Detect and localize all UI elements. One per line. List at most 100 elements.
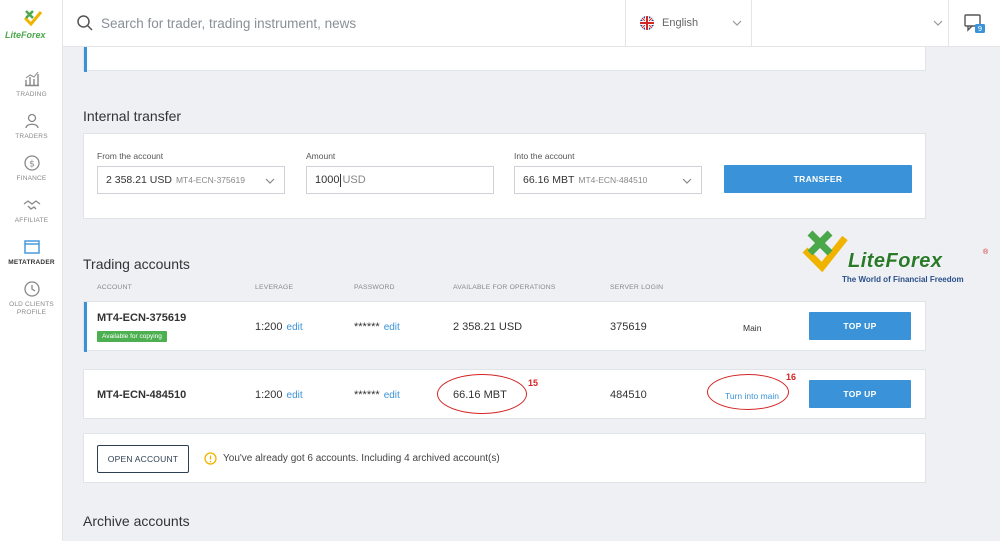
watermark-tagline: The World of Financial Freedom (842, 275, 964, 284)
into-account-number: MT4-ECN-484510 (578, 175, 648, 185)
main-content: Internal transfer From the account 2 358… (63, 47, 1000, 541)
archive-accounts-title: Archive accounts (83, 513, 190, 529)
registered-mark: ® (983, 249, 989, 256)
liteforex-logo[interactable]: LiteForex (5, 8, 60, 40)
amount-unit: USD (342, 174, 366, 186)
available-for-copying-badge: Available for copying (97, 331, 167, 342)
into-account-select[interactable]: 66.16 MBT MT4-ECN-484510 (514, 166, 702, 194)
sidebar-item-traders[interactable]: TRADERS (0, 112, 63, 154)
chevron-down-icon (682, 178, 692, 184)
accent-bar (84, 47, 87, 72)
liteforex-watermark: LiteForex ® The World of Financial Freed… (800, 228, 990, 288)
search-icon (77, 15, 93, 31)
divider (948, 0, 949, 47)
sidebar-item-label: TRADING (16, 91, 47, 98)
leverage-cell: 1:200 edit (255, 389, 303, 401)
svg-text:9: 9 (978, 25, 982, 33)
text-caret (340, 173, 342, 187)
internal-transfer-title: Internal transfer (83, 108, 182, 124)
sidebar-item-finance[interactable]: $ FINANCE (0, 154, 63, 196)
divider (625, 0, 626, 47)
transfer-button[interactable]: TRANSFER (724, 165, 912, 193)
top-up-button[interactable]: TOP UP (809, 380, 911, 408)
from-account-amount: 2 358.21 USD (106, 174, 172, 186)
from-account-select[interactable]: 2 358.21 USD MT4-ECN-375619 (97, 166, 285, 194)
amount-input[interactable]: 1000 USD (306, 166, 494, 194)
column-header-password: PASSWORD (354, 284, 395, 291)
annotation-oval (437, 374, 527, 414)
warning-info-icon (204, 452, 217, 465)
top-up-button[interactable]: TOP UP (809, 312, 911, 340)
internal-transfer-card: From the account 2 358.21 USD MT4-ECN-37… (83, 133, 926, 219)
dollar-coin-icon: $ (23, 155, 40, 171)
uk-flag-icon (640, 16, 654, 30)
sidebar-item-label: METATRADER (8, 259, 55, 266)
watermark-name: LiteForex (848, 250, 943, 272)
from-account-number: MT4-ECN-375619 (175, 175, 245, 185)
handshake-icon (23, 200, 40, 210)
table-row: MT4-ECN-375619 Available for copying 1:2… (83, 301, 926, 352)
sidebar-item-old-clients-profile[interactable]: OLD CLIENTS PROFILE (0, 280, 63, 330)
sidebar-item-trading[interactable]: TRADING (0, 70, 63, 112)
messages-icon[interactable]: 9 (963, 12, 987, 36)
into-account-label: Into the account (514, 151, 575, 161)
from-account-label: From the account (97, 151, 164, 161)
chevron-down-icon (265, 178, 275, 184)
accent-bar (84, 302, 87, 352)
amount-label: Amount (306, 151, 336, 161)
sidebar-item-label: TRADERS (15, 133, 48, 140)
column-header-available: AVAILABLE FOR OPERATIONS (453, 284, 556, 291)
annotation-oval (707, 374, 789, 410)
liteforex-logo-icon (23, 10, 43, 27)
account-number: MT4-ECN-484510 (97, 389, 187, 401)
liteforex-watermark-icon (802, 230, 848, 273)
chevron-down-icon[interactable] (933, 20, 943, 26)
leverage-cell: 1:200 edit (255, 321, 303, 333)
edit-password-link[interactable]: edit (383, 322, 400, 333)
search-input[interactable] (101, 8, 621, 38)
annotation-number: 15 (528, 378, 539, 388)
top-bar: English 9 (63, 0, 1000, 47)
sidebar-item-label: FINANCE (16, 175, 47, 182)
sidebar-nav: TRADING TRADERS $ FINANCE AFFILIATE META… (0, 70, 63, 330)
server-login-value: 375619 (610, 321, 647, 333)
amount-value: 1000 (315, 174, 340, 186)
open-account-card: OPEN ACCOUNT You've already got 6 accoun… (83, 433, 926, 483)
trading-accounts-title: Trading accounts (83, 256, 190, 272)
server-login-value: 484510 (610, 389, 647, 401)
accounts-info-text: You've already got 6 accounts. Including… (223, 453, 500, 464)
password-value: ****** (354, 321, 380, 333)
edit-leverage-link[interactable]: edit (286, 390, 303, 401)
edit-leverage-link[interactable]: edit (286, 322, 303, 333)
sidebar-item-label: AFFILIATE (14, 217, 49, 224)
into-account-amount: 66.16 MBT (523, 174, 575, 186)
chevron-down-icon (732, 20, 742, 26)
column-header-server-login: SERVER LOGIN (610, 284, 664, 291)
account-number: MT4-ECN-375619 (97, 312, 187, 324)
logo-text: LiteForex (5, 30, 46, 40)
password-cell: ****** edit (354, 389, 400, 401)
language-label: English (662, 17, 699, 29)
partial-account-card (83, 47, 926, 72)
old-profile-icon (23, 281, 40, 297)
password-cell: ****** edit (354, 321, 400, 333)
sidebar-item-affiliate[interactable]: AFFILIATE (0, 196, 63, 238)
sidebar-item-metatrader[interactable]: METATRADER (0, 238, 63, 280)
svg-text:$: $ (29, 160, 35, 170)
available-value: 2 358.21 USD (453, 321, 523, 333)
column-header-leverage: LEVERAGE (255, 284, 294, 291)
window-icon (23, 240, 40, 254)
divider (751, 0, 752, 47)
open-account-button[interactable]: OPEN ACCOUNT (97, 445, 189, 473)
leverage-value: 1:200 (255, 321, 283, 333)
trader-person-icon (24, 113, 39, 129)
column-header-account: ACCOUNT (97, 284, 133, 291)
edit-password-link[interactable]: edit (383, 390, 400, 401)
sidebar-item-label: OLD CLIENTS PROFILE (9, 301, 54, 316)
annotation-number: 16 (786, 372, 797, 382)
chart-bars-icon (24, 71, 39, 87)
password-value: ****** (354, 389, 380, 401)
main-status: Main (743, 323, 762, 333)
language-select[interactable]: English (640, 13, 750, 33)
leverage-value: 1:200 (255, 389, 283, 401)
